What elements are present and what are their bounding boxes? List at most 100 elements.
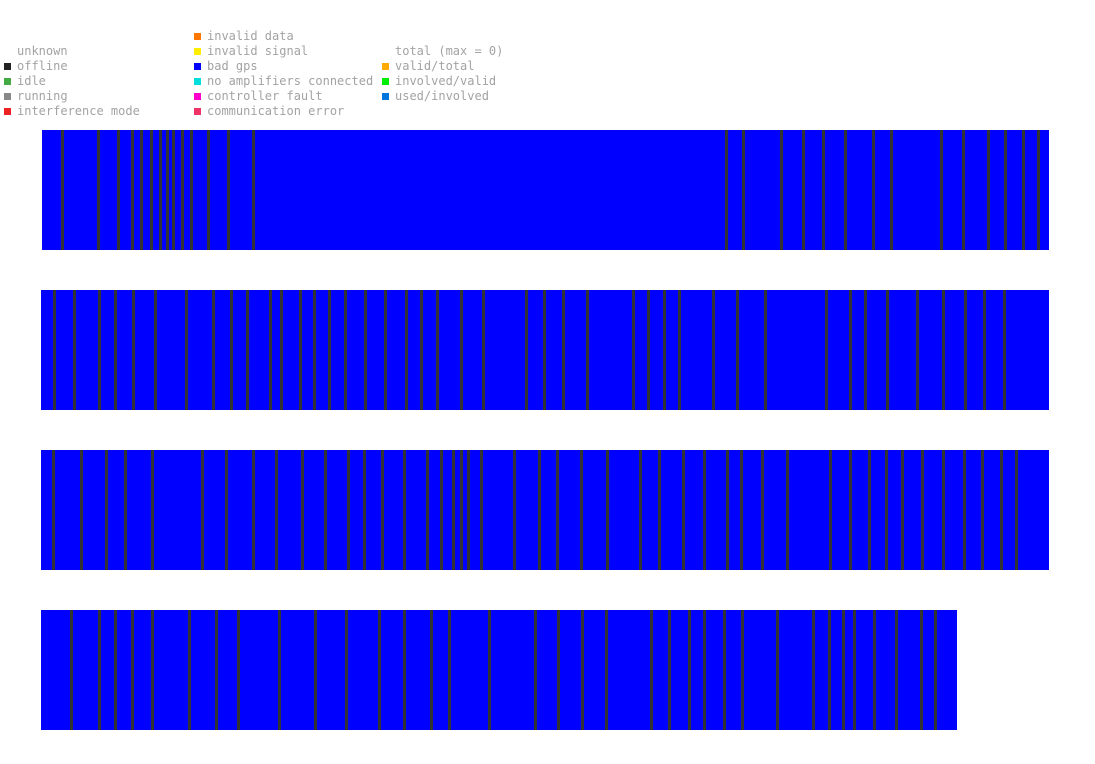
status-tick — [556, 450, 559, 570]
legend-label: running — [17, 89, 68, 103]
controller-fault-swatch-icon — [194, 93, 201, 100]
status-tick — [740, 450, 743, 570]
status-tick — [252, 450, 255, 570]
status-tick — [987, 130, 990, 250]
status-tick — [278, 610, 281, 730]
communication-error-swatch-icon — [194, 108, 201, 115]
status-tick — [345, 610, 348, 730]
status-tick — [678, 290, 681, 410]
status-tick — [534, 610, 537, 730]
involved-valid-swatch-icon — [382, 78, 389, 85]
status-tick — [201, 450, 204, 570]
status-tick — [172, 130, 175, 250]
status-tick — [482, 290, 485, 410]
legend-label: used/involved — [395, 89, 489, 103]
status-tick — [606, 450, 609, 570]
status-tick — [151, 610, 154, 730]
status-tick — [488, 610, 491, 730]
status-tick — [181, 130, 184, 250]
status-tick — [53, 290, 56, 410]
legend-label: involved/valid — [395, 74, 497, 88]
status-tick — [80, 450, 83, 570]
legend-label: no amplifiers connected — [207, 74, 374, 88]
status-tick — [124, 450, 127, 570]
status-tick — [440, 450, 443, 570]
status-tick — [364, 290, 367, 410]
status-tick — [1022, 130, 1025, 250]
status-tick — [983, 290, 986, 410]
status-tick — [403, 450, 406, 570]
status-tick — [864, 290, 867, 410]
status-tick — [237, 610, 240, 730]
status-tick — [230, 290, 233, 410]
status-tick — [225, 450, 228, 570]
legend-errors: invalid data invalid signal bad gps no a… — [194, 29, 384, 120]
timeline-strip[interactable] — [41, 610, 957, 730]
status-tick — [557, 610, 560, 730]
idle-swatch-icon — [4, 78, 11, 85]
status-tick — [154, 290, 157, 410]
status-tick — [301, 450, 304, 570]
timeline-strip[interactable] — [41, 450, 1049, 570]
status-tick — [114, 290, 117, 410]
status-tick — [632, 290, 635, 410]
status-tick — [822, 130, 825, 250]
status-tick — [780, 130, 783, 250]
status-tick — [105, 450, 108, 570]
status-tick — [98, 610, 101, 730]
status-tick — [436, 290, 439, 410]
status-tick — [920, 610, 923, 730]
status-tick — [344, 290, 347, 410]
status-tick — [842, 610, 845, 730]
status-tick — [378, 610, 381, 730]
status-tick — [215, 610, 218, 730]
legend-label: invalid data — [207, 29, 294, 43]
legend-label: idle — [17, 74, 46, 88]
status-tick — [964, 290, 967, 410]
status-tick — [942, 450, 945, 570]
status-tick — [313, 290, 316, 410]
status-tick — [586, 290, 589, 410]
status-tick — [525, 290, 528, 410]
status-tick — [663, 290, 666, 410]
status-tick — [639, 450, 642, 570]
status-tick — [886, 290, 889, 410]
invalid-data-swatch-icon — [194, 33, 201, 40]
status-tick — [185, 290, 188, 410]
status-tick — [761, 450, 764, 570]
status-tick — [430, 610, 433, 730]
status-tick — [940, 130, 943, 250]
status-tick — [381, 450, 384, 570]
timeline-strip[interactable] — [41, 290, 1049, 410]
status-tick — [403, 610, 406, 730]
status-tick — [942, 290, 945, 410]
status-tick — [52, 450, 55, 570]
status-tick — [188, 610, 191, 730]
status-tick — [513, 450, 516, 570]
status-tick — [426, 450, 429, 570]
status-tick — [212, 290, 215, 410]
status-tick — [916, 290, 919, 410]
status-tick — [562, 290, 565, 410]
legend-label: bad gps — [207, 59, 258, 73]
status-tick — [723, 610, 726, 730]
status-tick — [849, 290, 852, 410]
status-tick — [1003, 290, 1006, 410]
status-tick — [844, 130, 847, 250]
status-tick — [725, 130, 728, 250]
legend-status: unknown offline idle running interferenc… — [4, 44, 184, 120]
status-tick — [538, 450, 541, 570]
status-tick — [825, 290, 828, 410]
status-tick — [460, 290, 463, 410]
status-tick — [742, 130, 745, 250]
status-tick — [1037, 130, 1040, 250]
status-tick — [114, 610, 117, 730]
status-tick — [703, 450, 706, 570]
status-tick — [98, 290, 101, 410]
status-tick — [328, 290, 331, 410]
offline-swatch-icon — [4, 63, 11, 70]
status-tick — [190, 130, 193, 250]
status-tick — [131, 610, 134, 730]
timeline-strip[interactable] — [42, 130, 1049, 250]
status-tick — [580, 450, 583, 570]
